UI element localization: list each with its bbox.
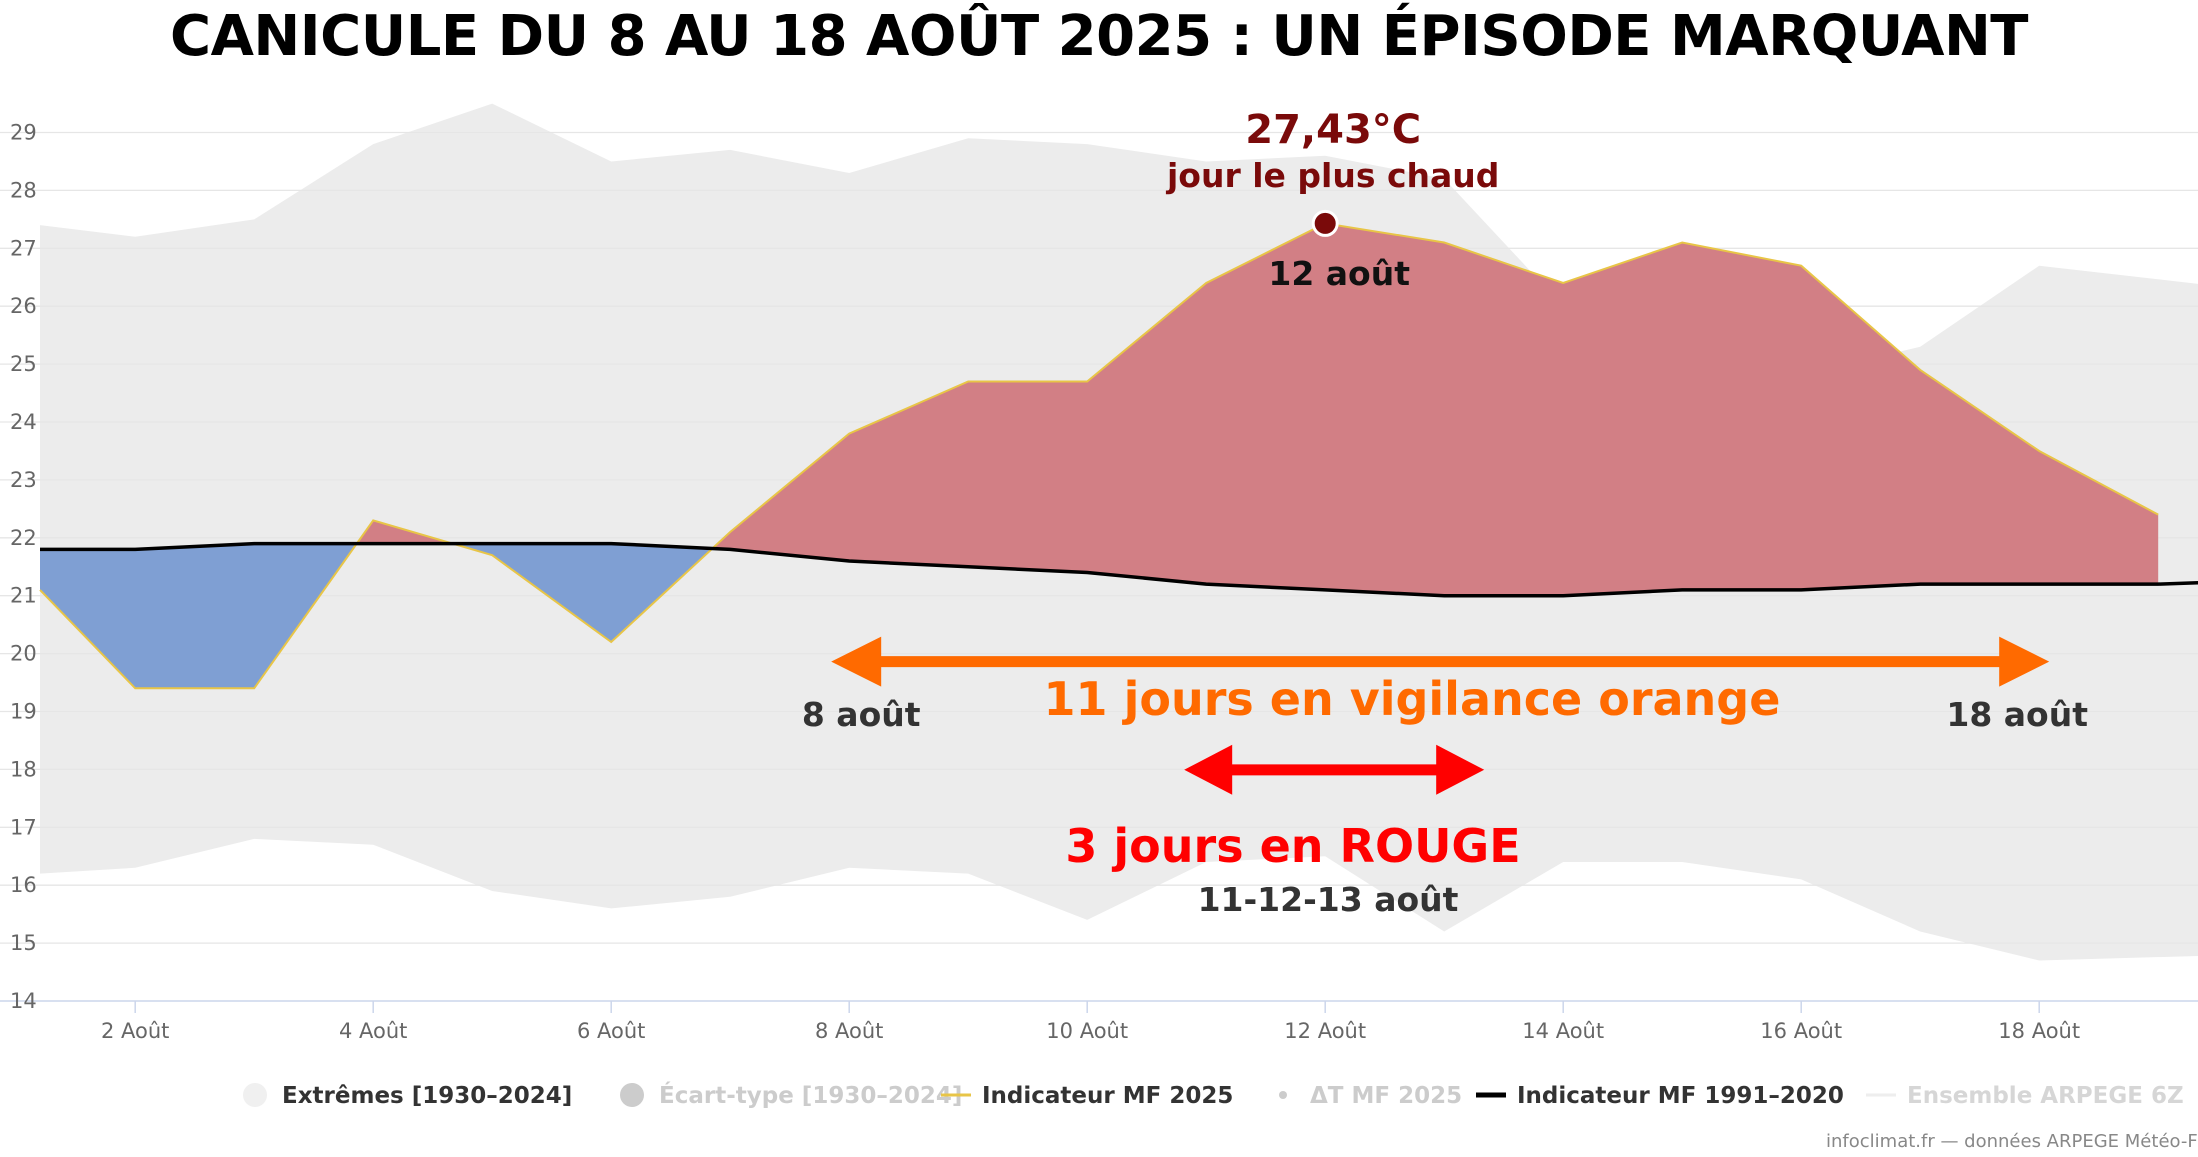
red-vigilance-label: 3 jours en ROUGE [1065,819,1520,873]
legend-symbol-1 [620,1083,644,1107]
x-tick-label-12: 12 Août [1284,1019,1366,1043]
x-tick-label-14: 14 Août [1522,1019,1604,1043]
y-tick-label-21: 21 [10,584,37,608]
red-vigilance-dates-label: 11-12-13 août [1198,880,1459,919]
y-tick-label-25: 25 [10,352,37,376]
legend-label-0: Extrêmes [1930–2024] [282,1083,572,1109]
y-tick-label-22: 22 [10,526,37,550]
legend-item-5[interactable]: Ensemble ARPEGE 6Z [1866,1083,2184,1109]
orange-start-date-label: 8 août [802,695,921,734]
red-vigilance-arrow-head-right [1436,744,1485,795]
legend-label-5: Ensemble ARPEGE 6Z [1907,1083,2184,1109]
y-tick-label-14: 14 [10,989,37,1013]
x-tick-label-18: 18 Août [1998,1019,2080,1043]
below-normal-area-0 [40,541,359,689]
y-tick-label-16: 16 [10,873,37,897]
legend[interactable]: Extrêmes [1930–2024] Écart-type [1930–202… [243,1081,2184,1109]
legend-item-0[interactable]: Extrêmes [1930–2024] [243,1083,572,1109]
y-tick-label-26: 26 [10,294,37,318]
orange-end-date-label: 18 août [1946,695,2088,734]
hottest-value-label: 27,43°C [1245,107,1421,153]
legend-label-4: Indicateur MF 1991–2020 [1517,1083,1844,1109]
legend-item-4[interactable]: Indicateur MF 1991–2020 [1476,1083,1844,1109]
legend-label-1: Écart-type [1930–2024] [659,1081,962,1109]
y-tick-label-23: 23 [10,468,37,492]
below-normal-area-2 [453,543,713,642]
mf-2025-line [39,222,2159,690]
orange-vigilance-arrow-head-left [831,636,882,687]
legend-symbol-3 [1279,1091,1287,1099]
y-tick-label-24: 24 [10,410,37,434]
page-title: CANICULE DU 8 AU 18 AOÛT 2025 : UN ÉPISO… [169,4,2029,69]
hottest-caption-label: jour le plus chaud [1165,156,1499,195]
x-tick-label-2: 2 Août [101,1019,169,1043]
credit-text: infoclimat.fr — données ARPEGE Météo-Fra… [1826,1131,2198,1152]
hottest-date-label: 12 août [1268,254,1410,293]
y-tick-label-20: 20 [10,642,37,666]
x-tick-label-6: 6 Août [577,1019,645,1043]
legend-label-3: ΔT MF 2025 [1310,1083,1462,1109]
legend-item-2[interactable]: Indicateur MF 2025 [941,1083,1233,1109]
axes-layer: 14 15 16 17 18 19 20 21 22 23 24 25 26 27 28 29 2 Août 4 … [0,121,2198,1043]
above-normal-area-1 [358,520,454,544]
legend-item-3[interactable]: ΔT MF 2025 [1279,1083,1462,1109]
x-tick-label-10: 10 Août [1046,1019,1128,1043]
y-tick-label-28: 28 [10,178,37,202]
y-tick-label-18: 18 [10,757,37,781]
y-tick-label-29: 29 [10,121,37,145]
x-tick-label-16: 16 Août [1760,1019,1842,1043]
y-tick-label-19: 19 [10,700,37,724]
series-lines-layer [39,222,2198,690]
legend-symbol-0 [243,1083,267,1107]
anomaly-fill-layer [40,223,2159,689]
x-tick-label-8: 8 Août [815,1019,883,1043]
y-tick-label-27: 27 [10,236,37,260]
legend-label-2: Indicateur MF 2025 [982,1083,1233,1109]
orange-vigilance-arrow-head-right [1999,636,2050,687]
hottest-day-marker [1311,209,1339,237]
orange-vigilance-label: 11 jours en vigilance orange [1044,672,1781,726]
reference-1991-2020-line [40,541,2198,598]
y-tick-label-17: 17 [10,815,37,839]
red-vigilance-arrow-head-left [1184,744,1233,795]
legend-item-1[interactable]: Écart-type [1930–2024] [620,1081,962,1109]
y-tick-label-15: 15 [10,931,37,955]
x-tick-label-4: 4 Août [339,1019,407,1043]
above-normal-area-3 [712,223,2159,596]
